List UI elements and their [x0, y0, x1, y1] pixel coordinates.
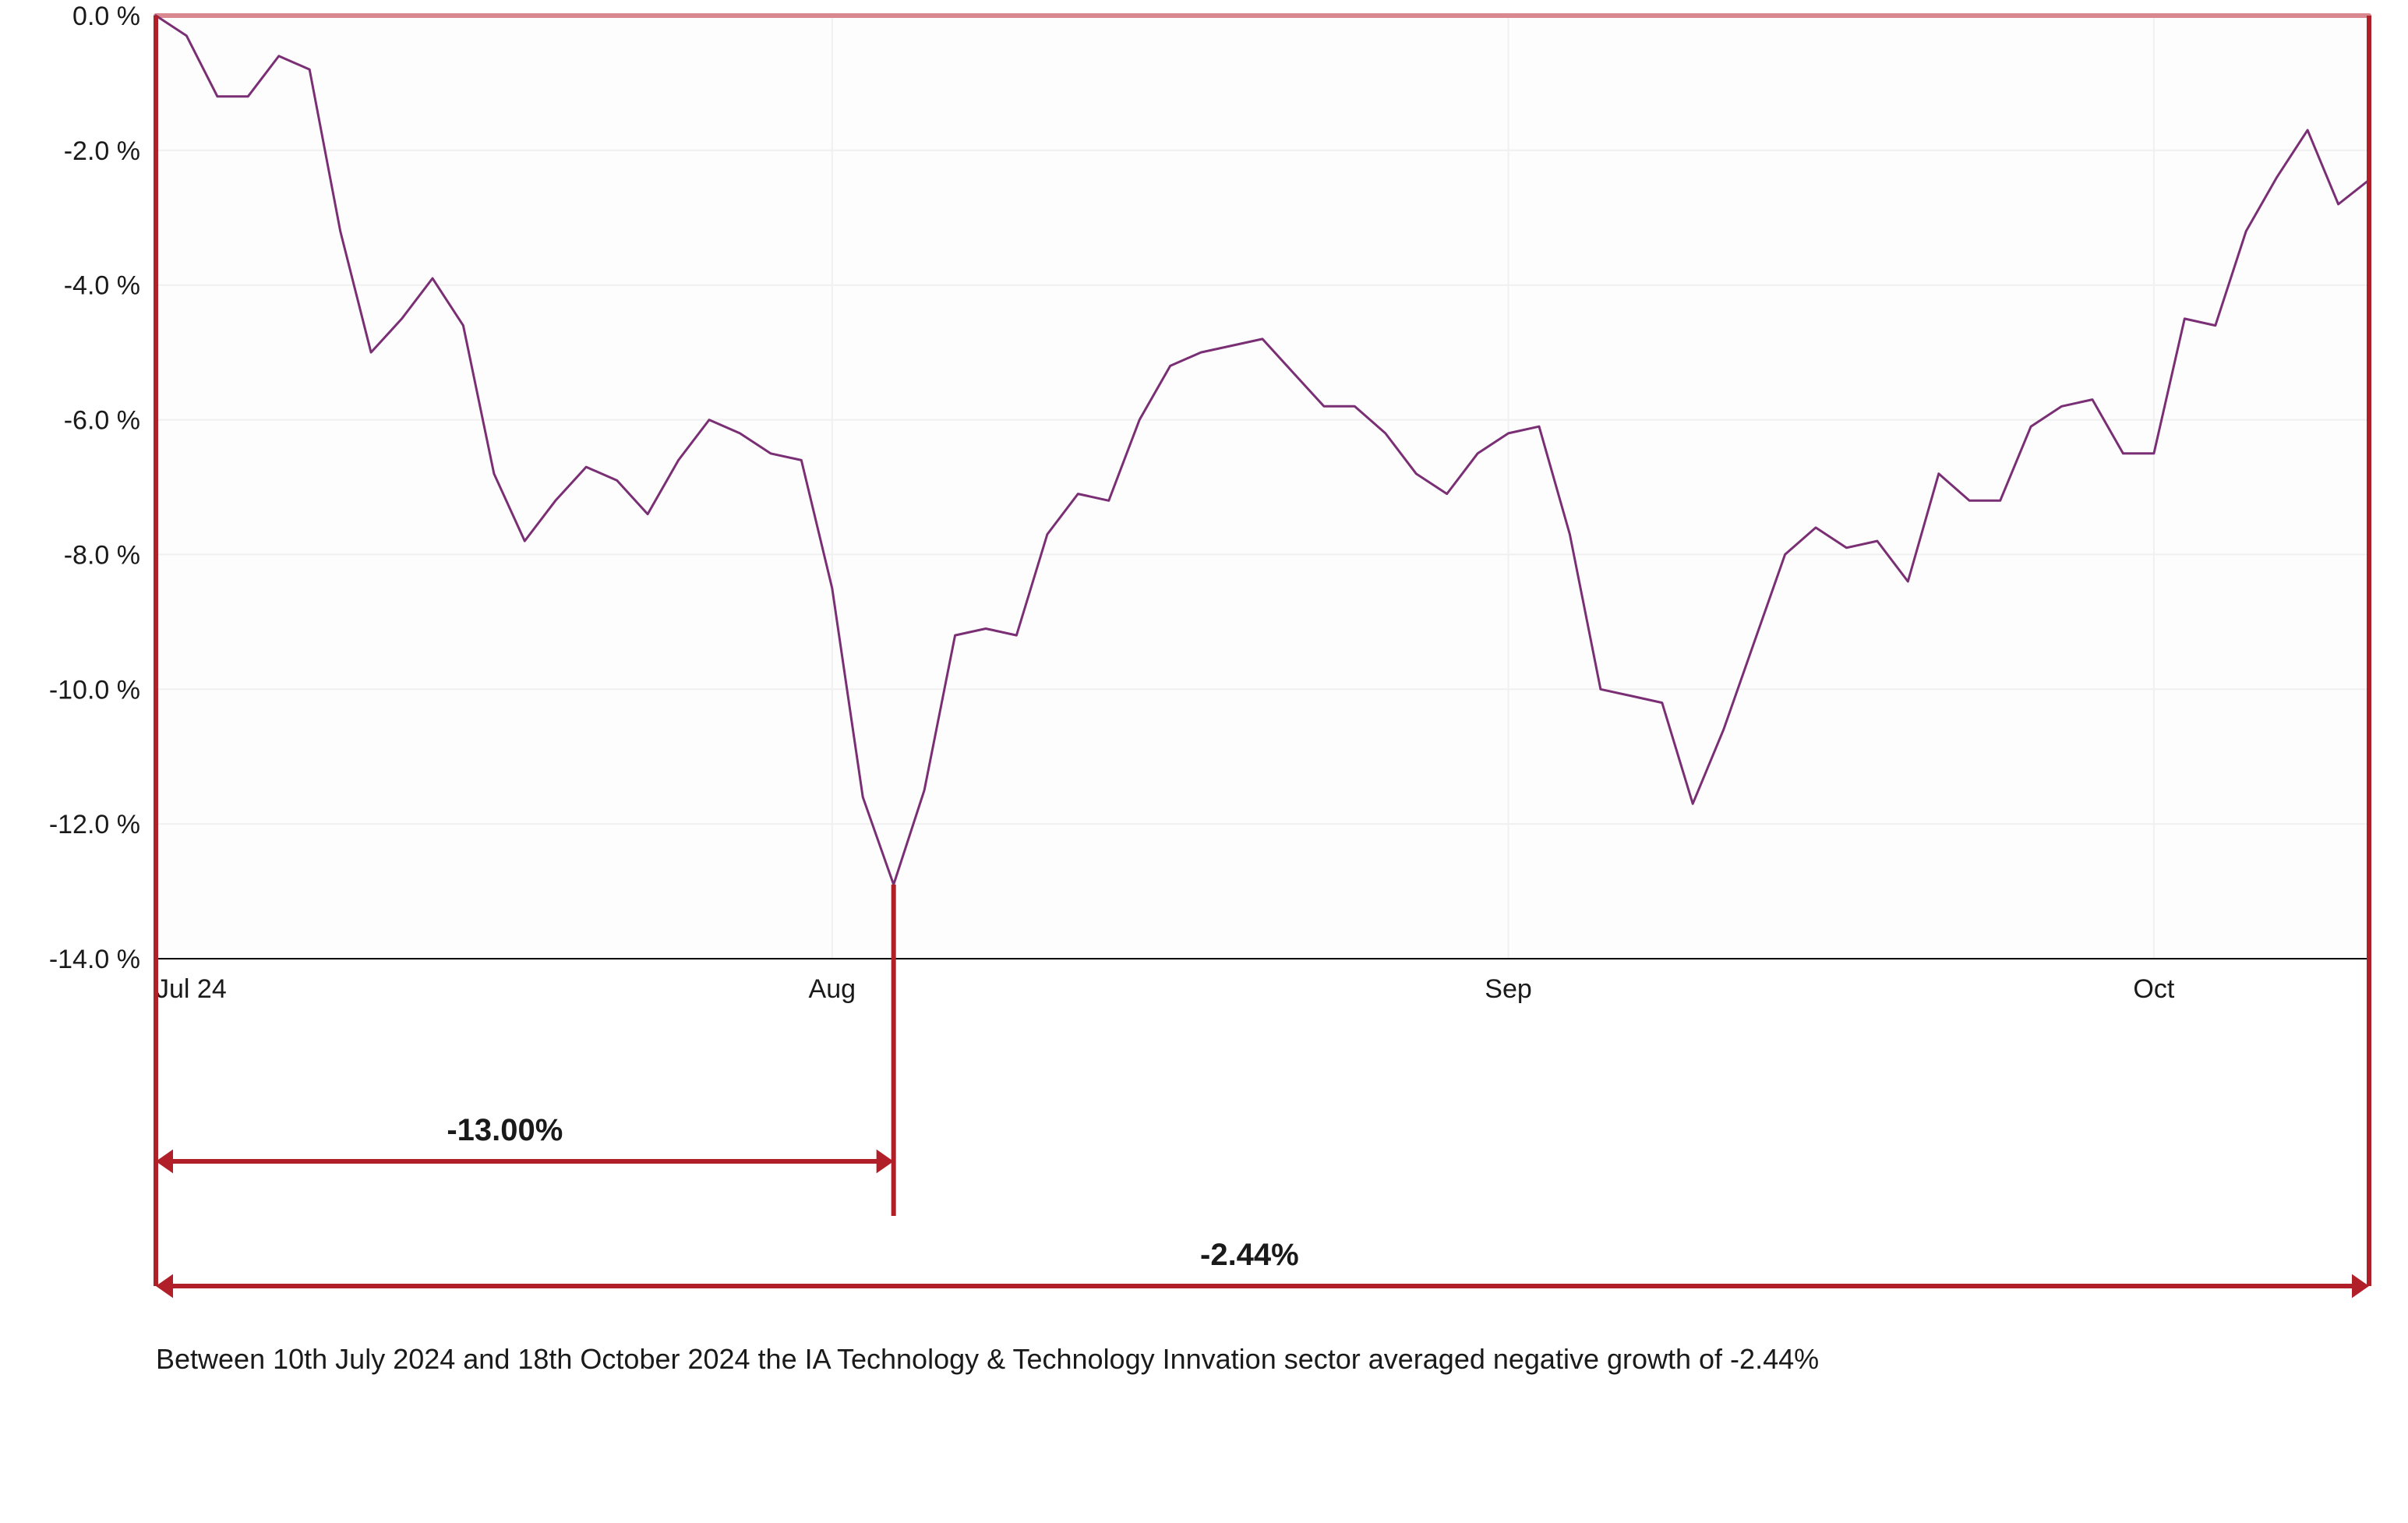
- y-tick-label: -4.0 %: [64, 271, 140, 301]
- x-tick-label: Oct: [2133, 974, 2174, 1004]
- x-tick-label: Aug: [809, 974, 856, 1004]
- x-tick-label: Jul 24: [156, 974, 227, 1004]
- y-tick-label: -12.0 %: [49, 810, 140, 839]
- chart-container: 0.0 % -2.0 % -4.0 % -6.0 % -8.0 % -10.0 % -12.…: [0, 0, 2408, 1523]
- y-tick-label: -2.0 %: [64, 136, 140, 166]
- range2-label: -2.44%: [1200, 1238, 1299, 1273]
- y-tick-label: -8.0 %: [64, 540, 140, 570]
- line-chart: 0.0 % -2.0 % -4.0 % -6.0 % -8.0 % -10.0 % -12.…: [0, 0, 2408, 1523]
- y-tick-label: -6.0 %: [64, 406, 140, 436]
- y-tick-label: -14.0 %: [49, 945, 140, 974]
- chart-caption: Between 10th July 2024 and 18th October …: [156, 1341, 1948, 1379]
- y-tick-label: -10.0 %: [49, 675, 140, 705]
- range1-label: -13.00%: [447, 1113, 563, 1148]
- y-tick-label: 0.0 %: [72, 2, 140, 31]
- x-tick-label: Sep: [1485, 974, 1532, 1004]
